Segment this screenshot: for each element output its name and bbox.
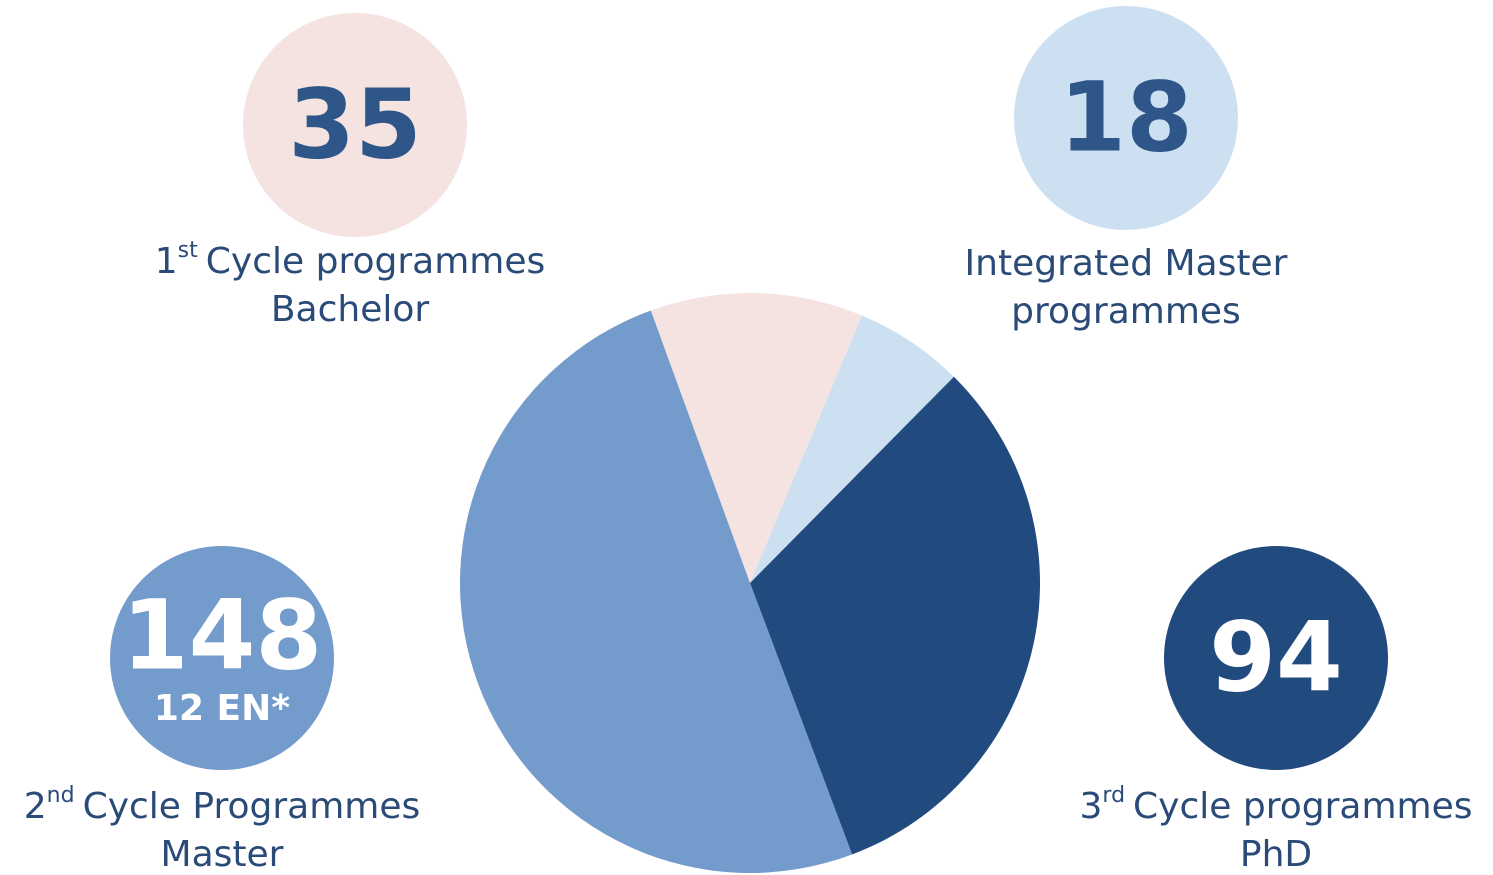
bubble-number: 94 bbox=[1209, 601, 1343, 713]
pie-slice bbox=[460, 310, 853, 873]
label-suffix: nd bbox=[47, 783, 75, 808]
pie-slice bbox=[750, 315, 954, 583]
bubble-number: 18 bbox=[1059, 61, 1193, 173]
bubble bbox=[243, 13, 467, 237]
bubble bbox=[110, 546, 334, 770]
label-text: Cycle Programmes bbox=[83, 786, 421, 827]
category-label: 3rd Cycle programmes bbox=[1080, 783, 1473, 827]
category-label-line2: Master bbox=[161, 834, 284, 875]
label-ordinal: 2 bbox=[24, 786, 47, 827]
label-ordinal: 1 bbox=[155, 241, 178, 282]
bubble-number: 35 bbox=[288, 68, 422, 180]
pie-slice bbox=[650, 293, 862, 583]
bubble-number: 148 bbox=[122, 579, 322, 691]
category-label-line2: programmes bbox=[1011, 291, 1241, 332]
category-label: Integrated Master bbox=[965, 243, 1288, 284]
category-label: 1st Cycle programmes bbox=[155, 238, 545, 282]
label-ordinal: 3 bbox=[1080, 786, 1103, 827]
label-text: Cycle programmes bbox=[1133, 786, 1472, 827]
label-suffix: st bbox=[178, 238, 198, 263]
category-label: 2nd Cycle Programmes bbox=[24, 783, 421, 827]
bubble bbox=[1164, 546, 1388, 770]
label-text: Integrated Master bbox=[965, 243, 1288, 284]
category-label-line2: Bachelor bbox=[271, 289, 430, 330]
category-label-line2: PhD bbox=[1240, 834, 1312, 875]
label-text: Cycle programmes bbox=[206, 241, 545, 282]
bubble bbox=[1014, 6, 1238, 230]
label-suffix: rd bbox=[1102, 783, 1125, 808]
pie-slice bbox=[750, 376, 1040, 855]
bubble-note: 12 EN* bbox=[154, 688, 290, 729]
